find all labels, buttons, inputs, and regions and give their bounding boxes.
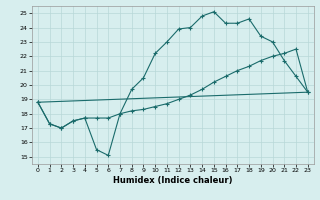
X-axis label: Humidex (Indice chaleur): Humidex (Indice chaleur) [113,176,233,185]
